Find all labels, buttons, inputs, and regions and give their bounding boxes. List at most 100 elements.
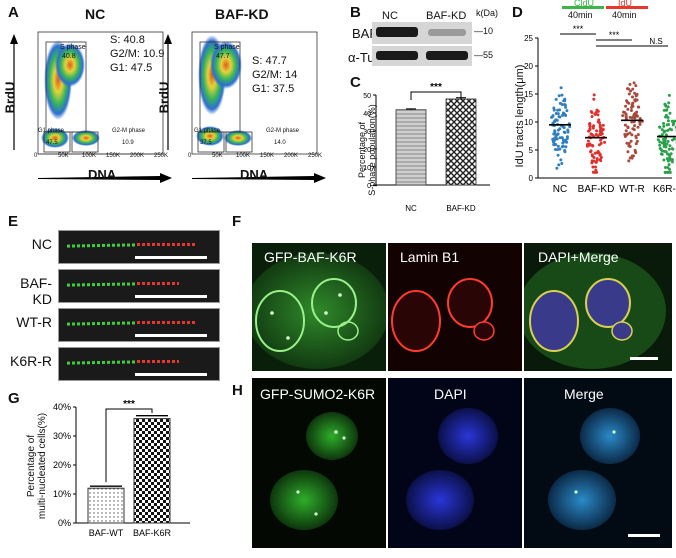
d-point [634, 134, 638, 138]
c-ytick-label: 40 [363, 111, 371, 118]
d-point [660, 128, 664, 132]
d-point [561, 141, 565, 145]
d-point [560, 162, 564, 166]
d-point [658, 125, 662, 129]
nc-g2m-stat: G2/M: 10.9 [110, 48, 165, 60]
blot-baf-band-nc [376, 27, 418, 37]
fiber-scale-bar [135, 334, 207, 337]
c-ytick-label: 0 [367, 183, 371, 190]
d-sig-label-2: *** [609, 30, 620, 40]
d-point [564, 145, 568, 149]
nc-s-phase-value: 40.8 [62, 53, 76, 60]
d-point [557, 163, 561, 167]
d-point [590, 132, 594, 136]
d-point [628, 156, 632, 160]
d-point [623, 132, 627, 136]
d-point [658, 140, 662, 144]
d-point [626, 107, 630, 111]
kd-g1-stat: G1: 37.5 [252, 83, 295, 95]
d-point [666, 119, 670, 123]
d-point [662, 158, 666, 162]
blot-baf-strip [372, 22, 472, 44]
d-point [627, 92, 631, 96]
d-point [596, 113, 600, 117]
panel-a-xlabel-nc: DNA [88, 167, 117, 182]
d-point [591, 125, 595, 129]
d-point [588, 142, 592, 146]
d-point [668, 127, 672, 131]
d-point [591, 165, 595, 169]
fiber-cldu-track [66, 360, 138, 365]
d-point [561, 138, 565, 142]
fiber-scale-bar [135, 295, 207, 298]
d-point [599, 133, 603, 137]
cldu-time: 40min [568, 10, 593, 20]
panel-a-xtick: 250K [308, 153, 323, 159]
idu-bar [606, 6, 648, 9]
flow-plot-kd [191, 31, 318, 155]
nc-s-stat: S: 40.8 [110, 34, 145, 46]
d-point [557, 94, 561, 98]
d-point [629, 139, 633, 143]
f-merge-image: DAPI+Merge [524, 243, 672, 371]
f-scale-bar [630, 357, 658, 360]
d-point [563, 150, 567, 154]
g-ytick-label: 20% [53, 460, 71, 470]
d-point [633, 116, 637, 120]
fiber-idu-track [137, 282, 179, 285]
d-point [556, 112, 560, 116]
h-gfp-image: GFP-SUMO2-K6R [252, 378, 386, 548]
d-point [633, 148, 637, 152]
d-point [595, 129, 599, 133]
d-point [558, 136, 562, 140]
panel-c-ylabel-line1: Percentage of [357, 121, 367, 179]
d-point [556, 148, 560, 152]
nc-g1-gate: G1 phase [38, 128, 65, 134]
panel-a-ylabel-nc: BrdU [2, 81, 18, 114]
panel-a-xtick: 0 [188, 153, 192, 159]
d-point [635, 114, 639, 118]
d-category-label: WT-R [619, 184, 645, 195]
d-point [667, 167, 671, 171]
d-point [668, 170, 672, 174]
d-point [566, 130, 570, 134]
d-point [628, 82, 632, 86]
d-point [670, 160, 674, 164]
d-point [662, 129, 666, 133]
d-point [671, 147, 675, 151]
blot-baf-band-kd [428, 29, 466, 36]
d-point [667, 123, 671, 127]
d-category-label: BAF-KD [578, 184, 615, 195]
kd-s-stat: S: 47.7 [252, 55, 287, 67]
panel-c-label: C [350, 74, 361, 91]
d-point [596, 109, 600, 113]
blot-unit: k(Da) [476, 8, 498, 18]
kd-s-phase-gate: S phase [214, 44, 240, 51]
d-point [634, 84, 638, 88]
f-merge-title: DAPI+Merge [538, 249, 619, 265]
panel-a-flow-plots [10, 31, 326, 183]
d-point [562, 111, 566, 115]
d-ytick-label: 25 [524, 34, 533, 43]
d-point [629, 89, 633, 93]
kd-g2m-stat: G2/M: 14 [252, 69, 298, 81]
d-point [656, 138, 660, 142]
panel-h-label: H [232, 382, 243, 399]
panel-a-xtick: 200K [284, 153, 299, 159]
d-point [557, 115, 561, 119]
d-point [666, 105, 670, 109]
nc-g1-stat: G1: 47.5 [110, 62, 153, 74]
d-point [633, 113, 637, 117]
d-point [627, 159, 631, 163]
h-gfp-title: GFP-SUMO2-K6R [260, 386, 376, 402]
d-point [666, 140, 670, 144]
f-gfp-title: GFP-BAF-K6R [264, 249, 357, 265]
panel-a-xtick: 0 [34, 153, 38, 159]
panel-g-ylabel: Percentage of multi-nucleated cells(%) [26, 401, 48, 531]
d-point [555, 137, 559, 141]
g-ytick-label: 30% [53, 431, 71, 441]
fiber-idu-track [137, 360, 179, 363]
d-point [589, 150, 593, 154]
d-point [631, 95, 635, 99]
h-dapi-image: DAPI [388, 378, 522, 548]
